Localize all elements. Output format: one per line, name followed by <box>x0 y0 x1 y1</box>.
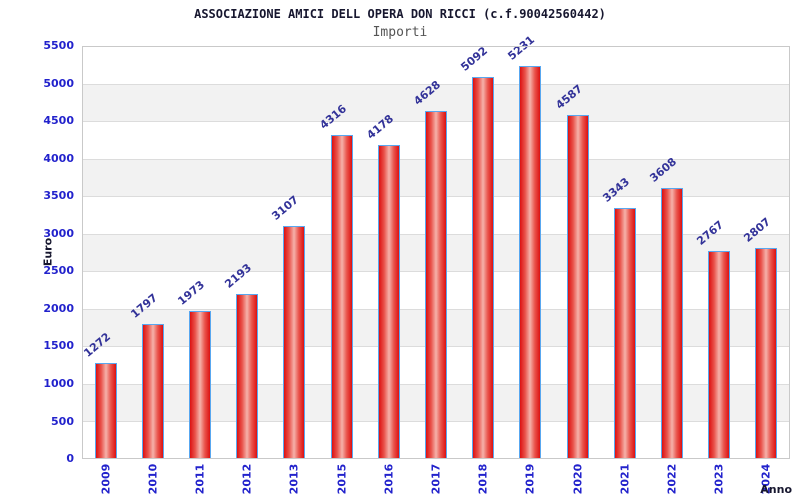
bar-2012 <box>236 294 259 459</box>
bar-value-label: 1973 <box>175 278 208 308</box>
bar-value-label: 5092 <box>458 44 491 74</box>
bar-2023 <box>708 251 731 459</box>
y-tick-5500: 5500 <box>43 39 74 52</box>
x-tick-2010: 2010 <box>146 463 160 495</box>
x-tick-2018: 2018 <box>476 463 490 495</box>
bar-2019 <box>519 66 542 459</box>
x-tick-2021: 2021 <box>618 463 632 495</box>
y-tick-5000: 5000 <box>43 76 74 90</box>
x-tick-2013: 2013 <box>287 463 301 495</box>
x-tick-2009: 2009 <box>99 463 113 495</box>
bar-value-label: 3107 <box>269 193 302 223</box>
x-tick-2020: 2020 <box>571 463 585 495</box>
x-tick-2017: 2017 <box>429 463 443 495</box>
gridline-5000 <box>82 84 790 85</box>
x-tick-2022: 2022 <box>665 463 679 495</box>
bar-2015 <box>330 135 353 459</box>
gridline-5500 <box>82 46 790 47</box>
plot-area: 1272 1797 1973 2193 3107 4316 4178 4628 5092 5231… <box>81 33 790 459</box>
y-axis-ticks: 0 500 1000 1500 2000 2500 3000 3500 4000 4500 5000… <box>0 39 76 465</box>
x-tick-2011: 2011 <box>193 463 207 495</box>
y-tick-3500: 3500 <box>43 189 74 203</box>
x-tick-2023: 2023 <box>712 463 726 495</box>
bar-2022 <box>661 188 683 459</box>
x-tick-2016: 2016 <box>382 463 396 495</box>
y-tick-2500: 2500 <box>43 264 74 278</box>
y-tick-0: 0 <box>66 452 74 465</box>
y-tick-4000: 4000 <box>43 151 74 165</box>
bar-2021 <box>613 208 636 459</box>
x-tick-2015: 2015 <box>335 463 349 495</box>
bar-2017 <box>425 111 447 459</box>
bar-2011 <box>189 311 211 459</box>
bar-2013 <box>283 226 306 459</box>
x-axis-ticks: 2009 2010 2011 2012 2013 2015 2016 2017 2018 2019… <box>82 459 790 500</box>
x-tick-2019: 2019 <box>523 463 537 495</box>
y-tick-3000: 3000 <box>43 226 74 240</box>
bar-2009 <box>94 363 117 459</box>
x-axis-title: Anno <box>760 483 792 496</box>
y-tick-500: 500 <box>51 414 74 428</box>
x-tick-2012: 2012 <box>240 463 254 495</box>
bar-2010 <box>141 324 164 459</box>
y-tick-1500: 1500 <box>43 339 74 353</box>
y-tick-2000: 2000 <box>43 301 74 315</box>
bar-2024 <box>755 248 778 459</box>
bar-2018 <box>472 77 495 459</box>
bar-2016 <box>377 145 400 459</box>
chart-subtitle: Importi <box>372 25 428 40</box>
y-tick-1000: 1000 <box>43 376 74 390</box>
bar-2020 <box>566 115 589 459</box>
chart-title: ASSOCIAZIONE AMICI DELL OPERA DON RICCI … <box>194 7 606 21</box>
y-tick-4500: 4500 <box>43 114 74 128</box>
